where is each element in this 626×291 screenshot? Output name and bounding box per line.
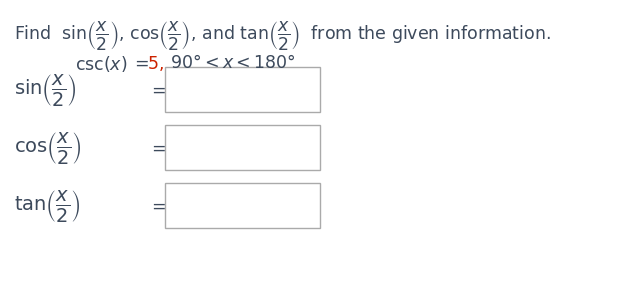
Text: Find  $\sin\!\left(\dfrac{x}{2}\right)$, $\cos\!\left(\dfrac{x}{2}\right)$, and : Find $\sin\!\left(\dfrac{x}{2}\right)$, … xyxy=(14,19,551,52)
Text: $\tan\!\left(\dfrac{x}{2}\right)$: $\tan\!\left(\dfrac{x}{2}\right)$ xyxy=(14,188,81,224)
Text: $=$: $=$ xyxy=(148,81,166,99)
Text: $5,$: $5,$ xyxy=(147,54,164,73)
Text: $=$: $=$ xyxy=(148,197,166,215)
Text: $\cos\!\left(\dfrac{x}{2}\right)$: $\cos\!\left(\dfrac{x}{2}\right)$ xyxy=(14,130,81,166)
Text: $\mathrm{csc}(x)$: $\mathrm{csc}(x)$ xyxy=(75,54,128,74)
Bar xyxy=(165,125,320,170)
Text: $=$: $=$ xyxy=(148,139,166,157)
Bar xyxy=(165,67,320,112)
Text: $\sin\!\left(\dfrac{x}{2}\right)$: $\sin\!\left(\dfrac{x}{2}\right)$ xyxy=(14,72,76,108)
Text: $=$: $=$ xyxy=(131,54,149,72)
Bar xyxy=(165,183,320,228)
Text: $90° < x < 180°$: $90° < x < 180°$ xyxy=(170,54,296,72)
